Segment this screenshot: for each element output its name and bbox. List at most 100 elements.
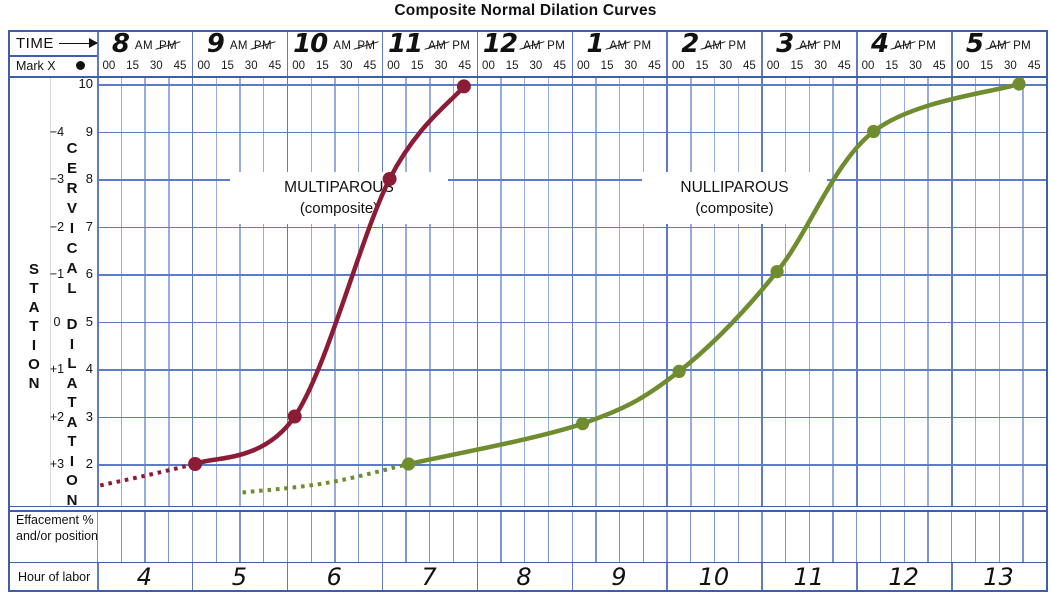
minute-label: 45 — [743, 60, 756, 72]
pm-label: PM — [452, 39, 471, 52]
cervical-axis-label-letter: V — [66, 200, 77, 217]
dilatation-axis-label-letter: L — [67, 355, 77, 373]
chart-gridline-vertical — [144, 77, 146, 506]
minute-label: 45 — [553, 60, 567, 72]
am-label: AM — [428, 39, 447, 52]
effacement-gridline — [974, 511, 977, 562]
chart-gridline-vertical — [974, 77, 977, 506]
dilatation-axis-label-letter: T — [67, 394, 77, 412]
nulliparous-annotation-line2: (composite) — [695, 200, 774, 217]
chart-inner: TIME Mark X MULTIPAROUS (composite) NULL… — [10, 32, 1046, 590]
pm-label: PM — [158, 39, 178, 52]
effacement-gridline — [334, 511, 336, 562]
hour-of-labor-divider — [571, 563, 574, 590]
effacement-gridline — [618, 511, 621, 562]
dilation-value: 5 — [85, 313, 93, 329]
minute-label: 45 — [173, 60, 187, 72]
multiparous-annotation: MULTIPAROUS (composite) — [230, 172, 448, 224]
minute-label: 30 — [434, 60, 448, 72]
pm-label: PM — [547, 39, 566, 52]
minute-label: 45 — [268, 60, 282, 72]
pm-label: PM — [1013, 39, 1032, 52]
effacement-gridline — [856, 511, 858, 562]
effacement-gridline — [690, 511, 692, 562]
chart-gridline-horizontal — [97, 464, 1046, 466]
bullet-icon — [76, 61, 85, 70]
minute-label: 30 — [244, 60, 258, 72]
effacement-gridline — [286, 511, 289, 562]
minute-label: 00 — [671, 60, 685, 72]
dilation-value: 10 — [78, 76, 93, 91]
multiparous-annotation-line1: MULTIPAROUS — [284, 179, 394, 196]
chart-gridline-vertical — [998, 77, 1000, 506]
minute-label: 00 — [102, 60, 116, 72]
minute-label: 45 — [363, 60, 377, 72]
hour-number: 3 — [776, 32, 794, 59]
chart-gridline-vertical — [120, 77, 123, 506]
hour-of-labor-value: 8 — [516, 562, 532, 591]
minute-label: 00 — [956, 60, 970, 72]
multiparous-data-point — [456, 79, 471, 94]
minute-label: 15 — [695, 60, 709, 72]
station-value: +1 — [49, 362, 65, 376]
hour-number: 5 — [965, 32, 984, 59]
station-value: −3 — [49, 172, 65, 186]
effacement-gridline — [832, 511, 834, 562]
effacement-gridline — [927, 511, 929, 562]
header-hour-divider — [951, 32, 953, 76]
hour-header-cell: 10 AM PM — [287, 32, 382, 57]
nulliparous-latent-dotted-curve — [242, 462, 410, 495]
header-hour-divider — [97, 32, 99, 76]
chart-gridline-vertical — [168, 77, 170, 506]
chart-gridline-vertical — [642, 77, 645, 506]
effacement-gridline — [476, 511, 478, 562]
hour-of-labor-value: 13 — [983, 562, 1014, 591]
effacement-gridline — [808, 511, 811, 562]
station-value: 0 — [53, 314, 61, 329]
chart-gridline-vertical — [785, 77, 787, 506]
chart-gridline-vertical — [547, 77, 550, 506]
hour-of-labor-value: 6 — [326, 562, 342, 591]
chart-gridline-horizontal — [97, 274, 1046, 276]
minute-label: 30 — [814, 60, 827, 72]
chart-gridline-vertical — [951, 77, 953, 506]
header-hour-divider — [191, 32, 194, 76]
minute-label: 15 — [505, 60, 519, 72]
hour-of-labor-divider — [666, 563, 668, 590]
cervical-axis-label-letter: I — [69, 220, 75, 237]
chart-gridline-vertical — [595, 77, 597, 506]
effacement-gridline — [144, 511, 146, 562]
chart-gridline-vertical — [239, 77, 241, 506]
chart-gridline-vertical — [286, 77, 289, 506]
hour-of-labor-divider — [856, 563, 858, 590]
time-label-cell: TIME — [16, 32, 98, 55]
pm-label: PM — [823, 39, 842, 52]
effacement-gridline — [785, 511, 787, 562]
dilation-value: 2 — [85, 456, 93, 471]
nulliparous-annotation-line1: NULLIPAROUS — [680, 179, 789, 196]
cervical-axis-label-letter: A — [66, 260, 78, 277]
chart-gridline-vertical — [713, 77, 716, 506]
am-label: AM — [229, 39, 248, 52]
chart-gridline-vertical — [405, 77, 407, 506]
am-label: AM — [799, 39, 818, 52]
hour-number: 8 — [111, 32, 130, 59]
effacement-label-line1: Effacement % — [16, 513, 94, 527]
hour-of-labor-divider — [951, 563, 953, 590]
hour-number: 4 — [871, 32, 889, 59]
chart-gridline-vertical — [1022, 77, 1024, 506]
chart-gridline-horizontal — [97, 416, 1046, 418]
station-value: −4 — [49, 124, 65, 139]
minute-label: 15 — [885, 60, 899, 72]
chart-gridline-vertical — [310, 77, 312, 506]
hour-of-labor-divider — [381, 563, 384, 590]
am-label: AM — [894, 39, 913, 52]
effacement-label-line2: and/or position — [16, 528, 99, 543]
minute-label: 15 — [600, 60, 614, 72]
chart-gridline-vertical — [357, 77, 360, 506]
dilatation-axis-label-letter: N — [66, 491, 78, 509]
header-hour-divider — [286, 32, 289, 76]
nulliparous-annotation: NULLIPAROUS (composite) — [642, 172, 827, 224]
minute-label: 15 — [126, 60, 139, 72]
am-label: AM — [609, 39, 628, 52]
